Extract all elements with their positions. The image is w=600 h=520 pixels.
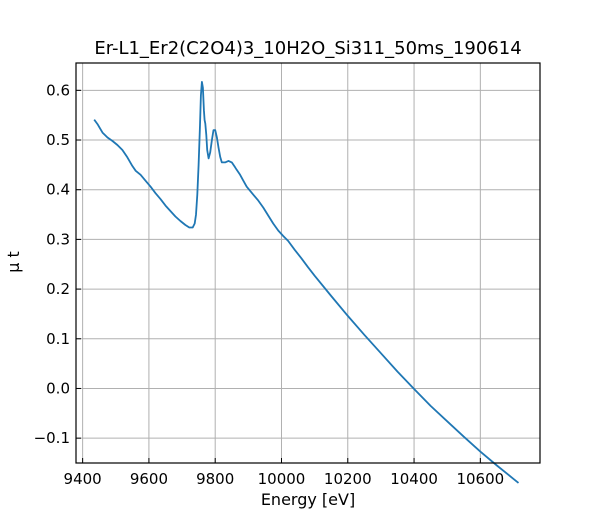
x-tick-label: 9800 (196, 470, 234, 488)
axis-ticks (76, 89, 481, 463)
x-tick-label: 10400 (390, 470, 438, 488)
y-tick-label: 0.5 (46, 131, 70, 149)
grid-lines (76, 63, 540, 463)
y-tick-labels: −0.1 0.0 0.1 0.2 0.3 0.4 0.5 0.6 (34, 81, 70, 447)
x-tick-labels: 9400 9600 9800 10000 10200 10400 10600 (64, 470, 505, 488)
x-tick-label: 9400 (64, 470, 102, 488)
plot-frame (75, 62, 541, 464)
y-axis-label: μ t (4, 251, 23, 273)
y-tick-label: 0.0 (46, 379, 70, 397)
x-tick-label: 10000 (258, 470, 306, 488)
series-line (93, 81, 520, 484)
x-tick-label: 9600 (130, 470, 168, 488)
chart-title: Er-L1_Er2(C2O4)3_10H2O_Si311_50ms_190614 (94, 38, 521, 59)
x-tick-label: 10600 (456, 470, 504, 488)
y-tick-label: 0.2 (46, 280, 70, 298)
x-axis-label: Energy [eV] (261, 490, 355, 509)
y-tick-label: −0.1 (34, 429, 70, 447)
x-tick-label: 10200 (324, 470, 372, 488)
plot-lines (93, 81, 520, 484)
y-tick-label: 0.3 (46, 230, 70, 248)
y-tick-label: 0.4 (46, 181, 70, 199)
y-tick-label: 0.6 (46, 81, 70, 99)
y-tick-label: 0.1 (46, 330, 70, 348)
